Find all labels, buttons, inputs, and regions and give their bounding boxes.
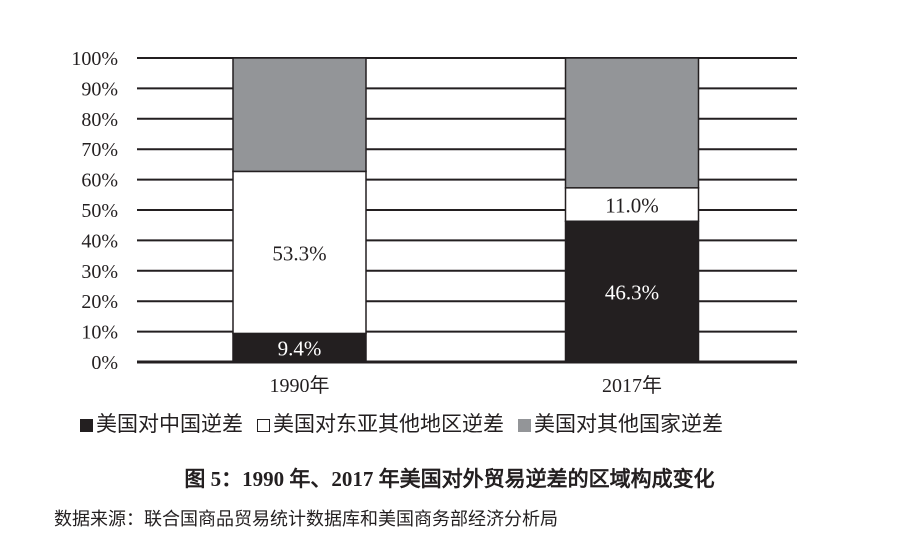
legend-label: 美国对中国逆差 <box>96 412 243 436</box>
y-tick-label: 100% <box>71 48 118 70</box>
bar-segment <box>564 220 700 363</box>
legend-swatch-others <box>518 419 531 432</box>
bar-segment <box>564 57 700 189</box>
legend-swatch-east-asia <box>257 419 270 432</box>
y-tick-label: 20% <box>81 291 118 313</box>
y-tick-label: 90% <box>81 78 118 100</box>
y-tick-label: 60% <box>81 170 118 192</box>
y-tick-label: 80% <box>81 109 118 131</box>
y-tick-label: 10% <box>81 322 118 344</box>
stacked-bar-chart: 0% 10% 20% 30% 40% 50% 60% 70% 80% 90% 100% 9.4% 53.… <box>71 48 797 397</box>
legend-label: 美国对其他国家逆差 <box>534 412 723 436</box>
data-label: 11.0% <box>605 194 658 218</box>
data-label: 46.3% <box>605 281 659 305</box>
y-tick-label: 70% <box>81 139 118 161</box>
bar-segment <box>232 57 367 173</box>
legend-item-east-asia: 美国对东亚其他地区逆差 <box>257 408 504 438</box>
x-tick-label: 2017年 <box>602 374 662 397</box>
x-tick-label: 1990年 <box>270 374 330 397</box>
data-label: 9.4% <box>278 337 322 361</box>
legend-swatch-china <box>80 419 93 432</box>
bar-segment <box>564 187 700 222</box>
legend-item-others: 美国对其他国家逆差 <box>518 408 723 438</box>
chart-title: 图 5：1990 年、2017 年美国对外贸易逆差的区域构成变化 <box>184 467 715 491</box>
data-source: 数据来源：联合国商品贸易统计数据库和美国商务部经济分析局 <box>54 509 558 529</box>
bar-segment <box>232 332 367 363</box>
data-label: 53.3% <box>272 241 326 265</box>
y-tick-label: 40% <box>81 230 118 252</box>
legend: 美国对中国逆差 美国对东亚其他地区逆差 美国对其他国家逆差 <box>80 408 723 438</box>
y-tick-label: 30% <box>81 261 118 283</box>
legend-label: 美国对东亚其他地区逆差 <box>273 412 504 436</box>
y-tick-label: 0% <box>91 352 118 374</box>
y-tick-label: 50% <box>81 200 118 222</box>
bar-segment <box>232 170 367 335</box>
legend-item-china: 美国对中国逆差 <box>80 408 243 438</box>
